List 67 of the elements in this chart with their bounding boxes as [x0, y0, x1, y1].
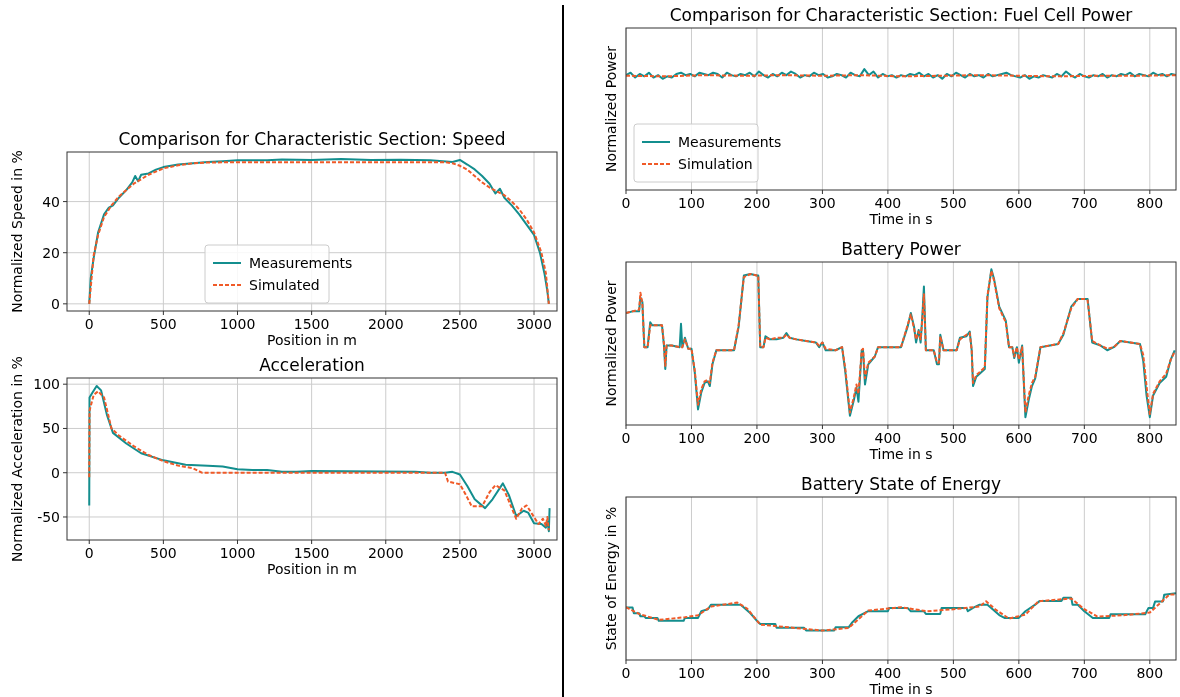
legend-label: Measurements — [249, 255, 353, 271]
x-tick-label: 300 — [809, 430, 836, 446]
x-tick-label: 600 — [1005, 195, 1033, 211]
x-tick-label: 700 — [1070, 430, 1098, 446]
x-tick-label: 0 — [621, 665, 631, 681]
x-tick-label: 500 — [940, 430, 967, 446]
legend-label: Simulated — [249, 277, 320, 293]
x-tick-label: 2500 — [442, 316, 478, 332]
x-tick-label: 400 — [874, 665, 902, 681]
x-tick-label: 700 — [1070, 195, 1098, 211]
x-tick-label: 500 — [940, 195, 967, 211]
x-axis-title: Position in m — [267, 561, 357, 577]
y-tick-label: -50 — [37, 508, 60, 525]
y-tick-label: 100 — [33, 376, 60, 393]
y-tick-label: 40 — [42, 193, 60, 210]
x-tick-label: 300 — [809, 665, 836, 681]
x-tick-label: 400 — [874, 195, 902, 211]
x-tick-label: 600 — [1005, 430, 1033, 446]
x-tick-label: 0 — [621, 195, 631, 211]
x-tick-label: 2000 — [367, 316, 404, 332]
x-axis-title: Time in s — [868, 446, 933, 462]
x-tick-label: 300 — [809, 195, 836, 211]
x-tick-label: 100 — [678, 195, 705, 211]
x-tick-label: 700 — [1070, 665, 1098, 681]
x-tick-label: 1000 — [219, 316, 256, 332]
chart-title: Battery State of Energy — [800, 474, 1002, 494]
x-tick-label: 500 — [150, 316, 177, 332]
x-tick-label: 500 — [940, 665, 967, 681]
y-tick-label: 0 — [51, 464, 60, 481]
y-axis-title: Normalized Power — [603, 45, 619, 173]
x-axis-title: Position in m — [267, 332, 357, 348]
x-tick-label: 200 — [743, 195, 771, 211]
x-axis-title: Time in s — [868, 211, 933, 227]
x-tick-label: 800 — [1136, 195, 1164, 211]
x-tick-label: 3000 — [516, 316, 552, 332]
x-tick-label: 2500 — [442, 545, 478, 561]
legend-label: Simulation — [678, 156, 753, 172]
x-tick-label: 1500 — [293, 316, 330, 332]
x-tick-label: 100 — [678, 665, 705, 681]
y-axis-title: Normalized Power — [603, 280, 619, 407]
y-axis-title: Normalized Acceleration in % — [9, 356, 25, 562]
legend-label: Measurements — [678, 134, 782, 150]
chart-title: Comparison for Characteristic Section: Fuel Cell Power — [669, 5, 1133, 25]
y-tick-label: 50 — [42, 420, 60, 437]
x-tick-label: 1500 — [293, 545, 330, 561]
x-tick-label: 200 — [743, 430, 771, 446]
x-tick-label: 2000 — [367, 545, 404, 561]
x-tick-label: 3000 — [516, 545, 552, 561]
x-tick-label: 200 — [743, 665, 771, 681]
chart-title: Comparison for Characteristic Section: Speed — [118, 129, 506, 149]
chart-title: Battery Power — [841, 239, 961, 259]
x-tick-label: 0 — [84, 545, 94, 561]
x-tick-label: 800 — [1136, 430, 1164, 446]
x-axis-title: Time in s — [868, 681, 933, 697]
chart-title: Acceleration — [259, 355, 365, 375]
x-tick-label: 1000 — [219, 545, 256, 561]
y-tick-label: 0 — [51, 295, 60, 312]
x-tick-label: 600 — [1005, 665, 1033, 681]
x-tick-label: 800 — [1136, 665, 1164, 681]
y-tick-label: 20 — [42, 244, 60, 261]
y-axis-title: Normalized Speed in % — [9, 150, 25, 313]
x-tick-label: 500 — [150, 545, 177, 561]
y-axis-title: State of Energy in % — [603, 506, 619, 651]
x-tick-label: 0 — [84, 316, 94, 332]
x-tick-label: 100 — [678, 430, 705, 446]
x-tick-label: 0 — [621, 430, 631, 446]
x-tick-label: 400 — [874, 430, 902, 446]
